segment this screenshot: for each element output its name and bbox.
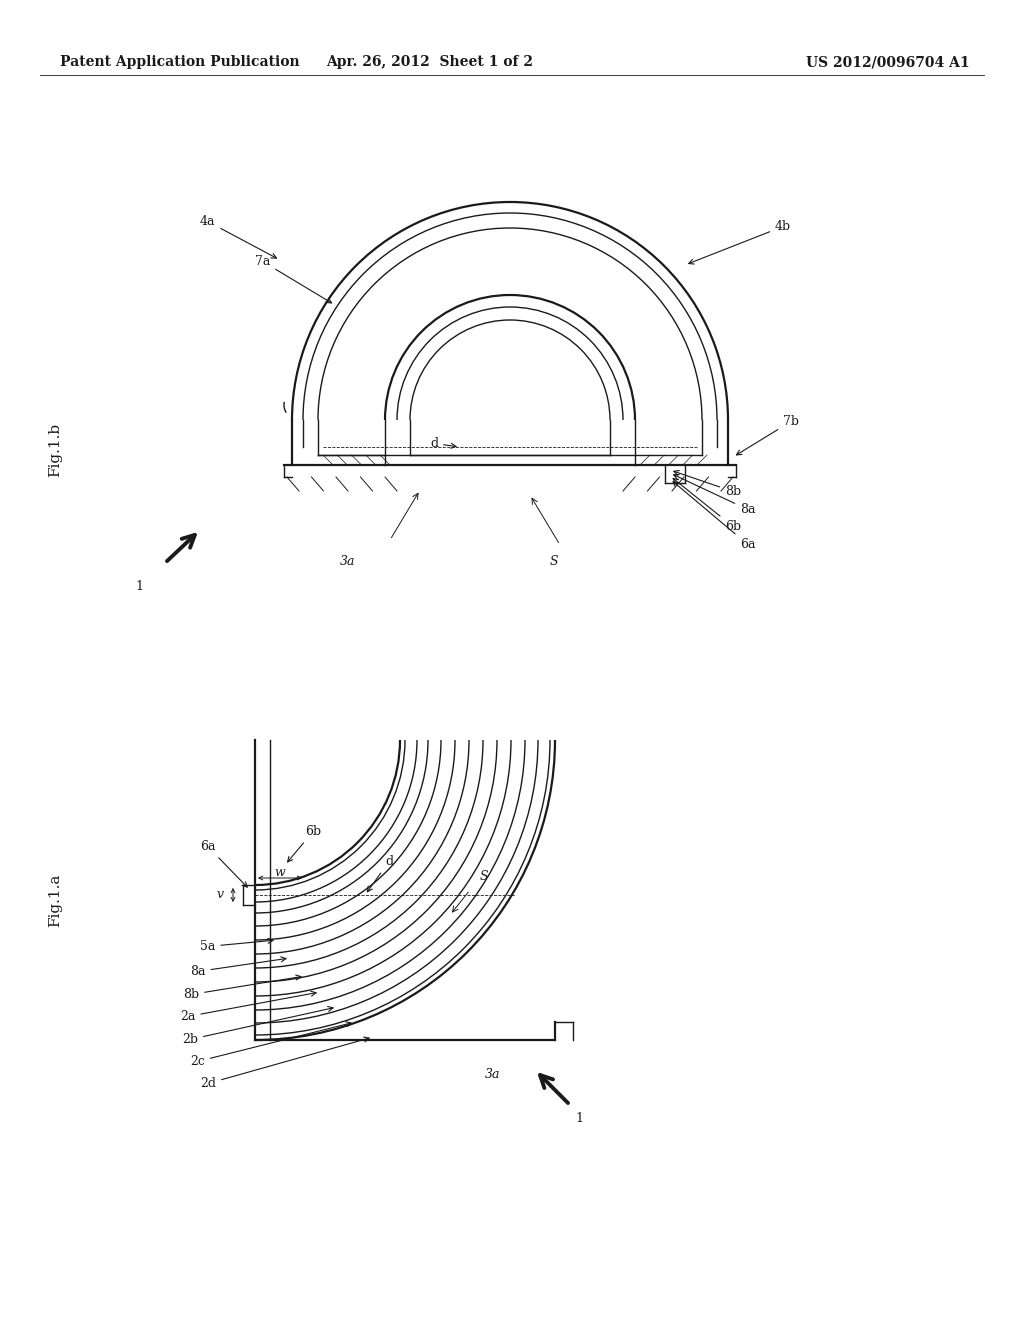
Text: 2a: 2a <box>180 991 316 1023</box>
Text: 5a: 5a <box>200 939 273 953</box>
Text: 8a: 8a <box>190 957 286 978</box>
Text: 7a: 7a <box>255 255 332 302</box>
Text: 1: 1 <box>135 579 143 593</box>
Text: Apr. 26, 2012  Sheet 1 of 2: Apr. 26, 2012 Sheet 1 of 2 <box>327 55 534 69</box>
Text: 7b: 7b <box>736 414 799 455</box>
Text: Fig.1.b: Fig.1.b <box>48 422 62 477</box>
Text: 2d: 2d <box>200 1038 369 1090</box>
Text: US 2012/0096704 A1: US 2012/0096704 A1 <box>806 55 970 69</box>
Text: 8b: 8b <box>674 470 741 498</box>
Text: 8a: 8a <box>674 475 756 516</box>
Text: 6b: 6b <box>288 825 322 862</box>
Text: 2c: 2c <box>190 1022 351 1068</box>
Text: Patent Application Publication: Patent Application Publication <box>60 55 300 69</box>
Text: 3a: 3a <box>340 554 355 568</box>
Text: d: d <box>430 437 456 450</box>
Text: 8b: 8b <box>183 975 301 1001</box>
Text: 6a: 6a <box>673 482 756 550</box>
Text: d: d <box>368 855 393 892</box>
Text: w: w <box>274 866 286 879</box>
Text: 4b: 4b <box>689 220 792 264</box>
Text: 3a: 3a <box>485 1068 501 1081</box>
Text: S: S <box>550 554 559 568</box>
Text: v: v <box>216 888 223 902</box>
Text: 2b: 2b <box>182 1007 333 1045</box>
Text: S: S <box>480 870 488 883</box>
Text: 6b: 6b <box>673 479 741 533</box>
Text: Fig.1.a: Fig.1.a <box>48 874 62 927</box>
Text: 1: 1 <box>575 1111 583 1125</box>
Text: 6a: 6a <box>200 840 247 887</box>
Text: 4a: 4a <box>200 215 276 259</box>
